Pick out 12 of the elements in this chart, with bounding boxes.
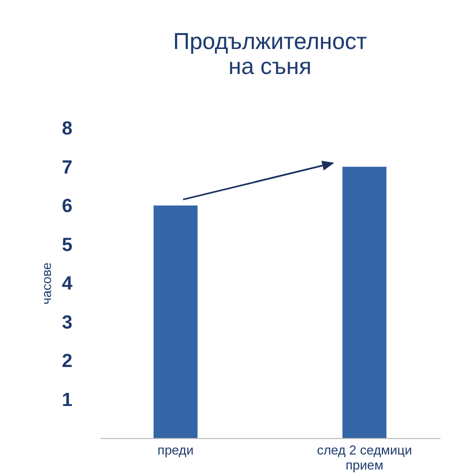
y-tick-label: 7 <box>62 157 72 178</box>
chart-title: Продължителност на съня <box>173 28 368 79</box>
y-tick-label: 4 <box>62 274 73 294</box>
x-tick-label: преди <box>158 442 194 458</box>
y-tick-label: 2 <box>62 351 72 372</box>
y-tick-label: 1 <box>62 390 73 411</box>
y-tick-label: 6 <box>62 196 72 217</box>
x-tick-label: след 2 седмици прием <box>316 442 412 472</box>
y-tick-label: 3 <box>62 312 72 334</box>
y-axis-title: часове <box>38 262 54 304</box>
y-tick-label: 5 <box>62 234 73 256</box>
y-tick-label: 8 <box>62 118 72 140</box>
